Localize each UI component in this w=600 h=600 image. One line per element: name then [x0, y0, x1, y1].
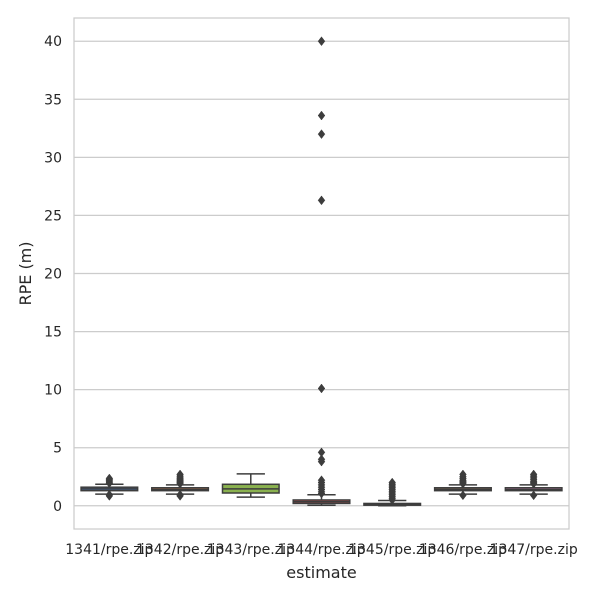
outlier-point — [176, 469, 184, 480]
outlier-point — [105, 489, 114, 500]
x-tick-label: 1341/rpe.zip — [65, 542, 153, 558]
y-tick-label: 15 — [44, 325, 62, 341]
plot-frame — [73, 17, 570, 530]
outlier-point — [317, 475, 326, 486]
y-tick-label: 20 — [44, 267, 62, 283]
x-tick-label: 1345/rpe.zip — [348, 542, 436, 558]
x-tick-label: 1343/rpe.zip — [207, 542, 295, 558]
y-tick-labels: 0 5 10 15 20 25 30 35 40 — [44, 34, 62, 515]
y-tick-label: 30 — [44, 150, 62, 166]
x-tick-label: 1344/rpe.zip — [277, 542, 365, 558]
x-tick-label: 1347/rpe.zip — [490, 542, 578, 558]
outlier-point — [317, 195, 326, 206]
y-tick-label: 0 — [53, 499, 62, 515]
x-tick-label: 1342/rpe.zip — [136, 542, 224, 558]
outlier-point — [317, 383, 326, 394]
x-tick-label: 1346/rpe.zip — [419, 542, 507, 558]
box-plots — [80, 36, 563, 507]
y-tick-label: 10 — [44, 383, 62, 399]
outlier-point — [529, 490, 538, 501]
y-tick-label: 5 — [53, 441, 62, 457]
y-axis-label: RPE (m) — [16, 241, 35, 305]
outlier-point — [317, 454, 326, 465]
outlier-point — [105, 473, 114, 484]
outlier-point — [529, 469, 538, 480]
y-tick-label: 40 — [44, 34, 62, 50]
outlier-point — [459, 469, 467, 480]
box-plot — [80, 473, 139, 501]
y-tick-label: 35 — [44, 92, 62, 108]
outlier-point — [459, 490, 467, 501]
box-plot — [221, 473, 280, 498]
box-plot — [292, 36, 351, 506]
x-tick-labels: 1341/rpe.zip1342/rpe.zip1343/rpe.zip1344… — [65, 542, 578, 558]
box-plot — [504, 469, 563, 501]
box-plot — [433, 469, 492, 501]
box-plot — [151, 469, 210, 501]
y-tick-label: 25 — [44, 208, 62, 224]
outlier-point — [317, 129, 326, 139]
outlier-point — [388, 477, 396, 488]
outlier-point — [317, 447, 326, 458]
box-plot — [363, 477, 422, 507]
outlier-point — [176, 489, 184, 500]
outlier-point — [317, 36, 326, 47]
outlier-point — [317, 110, 326, 121]
x-axis-label: estimate — [286, 563, 356, 582]
